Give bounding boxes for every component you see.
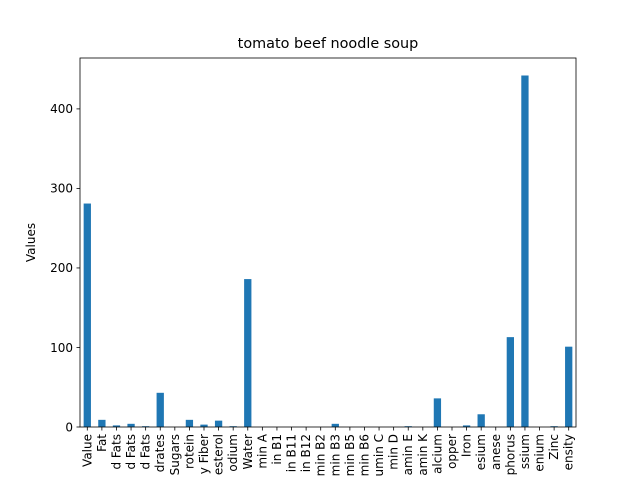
x-tick-label: esium: [474, 434, 488, 470]
x-tick-label: ensity: [562, 434, 576, 470]
bar: [565, 346, 573, 427]
x-tick-label: min B2: [314, 434, 328, 476]
y-tick-label: 200: [50, 261, 73, 275]
x-tick-label: in B12: [299, 434, 313, 472]
x-tick-label: umin C: [372, 434, 386, 476]
x-tick-label: min A: [255, 433, 269, 468]
bar: [98, 419, 106, 427]
bar: [127, 423, 135, 427]
x-tick-label: Sugars: [168, 434, 182, 475]
x-tick-label: enium: [533, 434, 547, 472]
x-tick-label: alcium: [430, 434, 444, 474]
x-tick-label: rotein: [182, 434, 196, 469]
y-tick-label: 0: [65, 420, 73, 434]
y-axis-label: Values: [24, 223, 38, 262]
bar: [214, 420, 223, 427]
x-tick-label: Water: [241, 434, 255, 470]
bar: [200, 424, 208, 427]
x-tick-label: Iron: [460, 434, 474, 457]
bar: [462, 425, 471, 427]
bar: [433, 398, 442, 427]
bar: [185, 419, 194, 427]
x-tick-label: y Fiber: [197, 434, 211, 474]
plot-frame: [79, 57, 577, 428]
bar: [112, 425, 121, 427]
x-tick-label: min B5: [343, 434, 357, 476]
x-tick-label: Value: [80, 434, 94, 467]
x-ticks: Value Fat d Fats d Fats d Fats drates Sugars ro…: [80, 427, 576, 476]
y-tick-label: 100: [50, 341, 73, 355]
x-tick-label: odium: [226, 434, 240, 472]
x-tick-label: d Fats: [139, 434, 153, 470]
bar: [521, 75, 529, 427]
x-tick-label: phorus: [503, 434, 517, 475]
x-tick-label: esterol: [212, 434, 226, 475]
x-tick-label: d Fats: [109, 434, 123, 470]
x-tick-label: amin K: [416, 433, 430, 476]
y-ticks: 0 100 200 300 400: [50, 102, 80, 434]
x-tick-label: drates: [153, 434, 167, 472]
bar: [331, 423, 339, 427]
x-tick-label: min B6: [357, 434, 371, 476]
x-tick-label: Fat: [95, 434, 109, 452]
x-tick-label: min D: [387, 434, 401, 470]
chart-title: tomato beef noodle soup: [238, 36, 419, 52]
x-tick-label: anese: [489, 434, 503, 470]
x-tick-label: ssium: [518, 434, 532, 469]
x-tick-label: d Fats: [124, 434, 138, 470]
bars-layer: [83, 75, 573, 427]
x-tick-label: in B1: [270, 434, 284, 465]
bar: [83, 203, 91, 427]
y-tick-label: 400: [50, 102, 73, 116]
x-tick-label: Zinc: [547, 434, 561, 460]
x-tick-label: in B11: [285, 434, 299, 472]
bar: [506, 337, 514, 427]
x-tick-label: amin E: [401, 434, 415, 475]
y-tick-label: 300: [50, 182, 73, 196]
bar: [244, 279, 252, 427]
bar: [477, 414, 485, 427]
bar: [156, 392, 164, 427]
x-tick-label: opper: [445, 434, 459, 469]
x-tick-label: min B3: [328, 434, 342, 476]
